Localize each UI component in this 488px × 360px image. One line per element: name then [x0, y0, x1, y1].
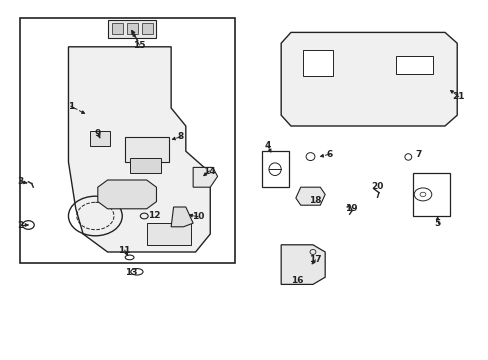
Text: 8: 8: [178, 132, 183, 141]
Text: 17: 17: [308, 256, 321, 264]
Text: 3: 3: [18, 177, 23, 186]
PathPatch shape: [171, 207, 193, 227]
PathPatch shape: [295, 187, 325, 205]
Text: 5: 5: [434, 219, 440, 228]
Bar: [146, 223, 190, 245]
Text: 21: 21: [451, 92, 464, 101]
Bar: [90, 131, 110, 146]
Bar: [142, 23, 152, 34]
Text: 11: 11: [118, 246, 131, 255]
Bar: [412, 173, 449, 216]
Text: 12: 12: [147, 211, 160, 220]
Bar: [395, 56, 432, 74]
Text: 19: 19: [344, 204, 357, 212]
Text: 6: 6: [326, 150, 332, 159]
Text: 18: 18: [308, 197, 321, 206]
Text: 4: 4: [264, 141, 271, 150]
Bar: [127, 23, 138, 34]
PathPatch shape: [98, 180, 156, 209]
Bar: [20, 18, 234, 263]
PathPatch shape: [281, 32, 456, 126]
Text: 2: 2: [18, 220, 23, 230]
Text: 20: 20: [370, 182, 383, 191]
Text: 1: 1: [68, 102, 74, 111]
Bar: [303, 50, 332, 76]
Text: 10: 10: [191, 212, 204, 221]
Bar: [124, 137, 168, 162]
Text: 16: 16: [290, 276, 303, 285]
Bar: [129, 158, 161, 173]
Bar: [112, 23, 123, 34]
PathPatch shape: [68, 47, 210, 252]
Text: 14: 14: [203, 166, 215, 176]
PathPatch shape: [193, 167, 217, 187]
Text: 13: 13: [124, 269, 137, 277]
Text: 9: 9: [94, 129, 101, 138]
Bar: [261, 151, 288, 187]
Text: 7: 7: [414, 150, 421, 159]
Bar: [107, 20, 156, 38]
PathPatch shape: [281, 245, 325, 284]
Text: 15: 15: [133, 41, 145, 50]
